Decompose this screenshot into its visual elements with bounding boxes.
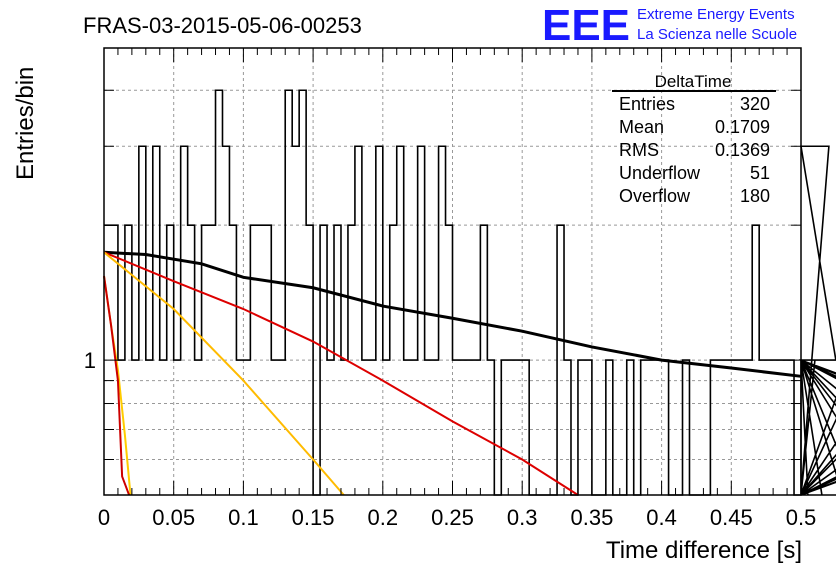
x-tick-label-9: 0.45 (710, 505, 753, 530)
axes (103, 47, 802, 496)
fit-curve-2 (103, 251, 345, 496)
stats-label-underflow: Underflow (619, 163, 701, 183)
stats-label-mean: Mean (619, 117, 664, 137)
x-tick-label-6: 0.3 (507, 505, 538, 530)
stats-label-entries: Entries (619, 94, 675, 114)
logo-line-2: La Scienza nelle Scuole (637, 26, 797, 43)
stats-title: DeltaTime (655, 72, 732, 91)
stats-box: DeltaTime Entries 320 Mean 0.1709 RMS 0.1369 U… (612, 72, 776, 206)
stats-rows: Entries 320 Mean 0.1709 RMS 0.1369 Underflow 51… (619, 94, 770, 206)
x-tick-label-8: 0.4 (646, 505, 677, 530)
x-tick-label-3: 0.15 (292, 505, 335, 530)
fit-curves (103, 250, 802, 496)
y-tick-labels: 1 (84, 348, 96, 373)
histogram-outline (104, 89, 836, 496)
stats-value-entries: 320 (740, 94, 770, 114)
fit-curve-1 (103, 251, 579, 496)
y-tick-label-0: 1 (84, 348, 96, 373)
logo-mark: EEE (542, 1, 630, 50)
x-tick-label-5: 0.25 (431, 505, 474, 530)
x-tick-label-0: 0 (98, 505, 110, 530)
stats-value-mean: 0.1709 (715, 117, 770, 137)
fit-curve-0 (103, 250, 802, 378)
stats-value-rms: 0.1369 (715, 140, 770, 160)
y-axis-label: Entries/bin (12, 67, 39, 180)
fit-curve-4 (103, 275, 131, 496)
x-axis-label: Time difference [s] (606, 537, 802, 564)
chart-title: FRAS-03-2015-05-06-00253 (83, 13, 362, 38)
x-tick-label-1: 0.05 (152, 505, 195, 530)
stats-label-rms: RMS (619, 140, 659, 160)
x-tick-label-4: 0.2 (368, 505, 399, 530)
stats-label-overflow: Overflow (619, 186, 691, 206)
histogram (104, 89, 836, 496)
logo-line-1: Extreme Energy Events (637, 6, 795, 23)
stats-value-overflow: 180 (740, 186, 770, 206)
x-tick-label-2: 0.1 (228, 505, 259, 530)
x-tick-label-7: 0.35 (570, 505, 613, 530)
x-tick-label-10: 0.5 (786, 505, 817, 530)
stats-value-underflow: 51 (750, 163, 770, 183)
eee-logo: EEE Extreme Energy Events La Scienza nel… (542, 1, 797, 50)
x-tick-labels: 0 0.05 0.1 0.15 0.2 0.25 0.3 0.35 0.4 0.45 0.5 (98, 505, 816, 530)
